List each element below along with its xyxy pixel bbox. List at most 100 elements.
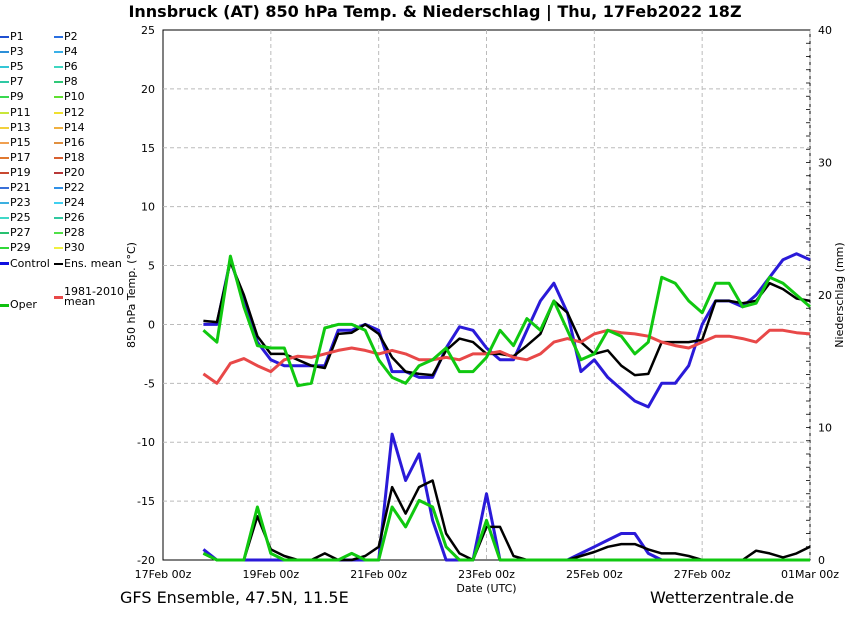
legend-item: Oper [0, 298, 37, 312]
legend-swatch [54, 96, 63, 99]
legend-swatch [0, 96, 9, 99]
y-axis-label: 850 hPa Temp. (°C) [125, 242, 138, 348]
legend-item: P14 [54, 121, 85, 135]
legend-swatch [54, 247, 63, 250]
legend-item: P15 [0, 136, 31, 150]
legend-label: P2 [64, 30, 78, 43]
legend-item: P7 [0, 75, 24, 89]
legend-label: P28 [64, 226, 85, 240]
legend-swatch [54, 66, 63, 69]
x-tick-label: 17Feb 00z [135, 568, 192, 581]
legend-swatch [0, 126, 9, 129]
chart-title: Innsbruck (AT) 850 hPa Temp. & Niedersch… [128, 2, 742, 21]
legend-swatch [0, 262, 9, 265]
legend-item: P4 [54, 45, 78, 59]
legend-swatch [0, 187, 9, 189]
y-tick-label: 0 [148, 318, 155, 331]
legend-swatch [0, 36, 9, 38]
legend-label: P3 [10, 45, 24, 59]
legend-label: P27 [10, 226, 31, 240]
legend-item: P25 [0, 211, 31, 225]
legend-label: P22 [64, 181, 85, 194]
y-tick-label: 5 [148, 260, 155, 273]
legend-item: P24 [54, 196, 85, 210]
legend-item: P16 [54, 136, 85, 150]
legend-item: Control [0, 257, 50, 271]
legend-label: P13 [10, 120, 31, 134]
legend-label: P29 [10, 241, 31, 255]
legend-item: P8 [54, 75, 78, 89]
legend-swatch [0, 303, 9, 307]
y2-tick-label: 30 [818, 157, 832, 170]
legend-swatch [54, 51, 63, 54]
legend-swatch [0, 202, 9, 205]
legend-item: Ens. mean [54, 257, 122, 271]
legend-label: P7 [10, 75, 24, 89]
legend-label: P15 [10, 135, 31, 149]
legend-swatch [54, 295, 63, 299]
legend-swatch [54, 202, 63, 205]
legend-swatch [54, 217, 63, 220]
legend-label: P25 [10, 211, 31, 225]
legend-item: P6 [54, 60, 78, 74]
x-tick-label: 01Mar 00z [781, 568, 839, 581]
legend-label: P14 [64, 120, 85, 134]
legend-label: P9 [10, 90, 24, 104]
legend-label: P8 [64, 75, 78, 89]
legend-swatch [0, 232, 9, 235]
y-tick-label: -20 [137, 554, 155, 567]
legend-label: P6 [64, 60, 78, 74]
temp-line-oper [202, 254, 811, 388]
legend-label: P4 [64, 45, 78, 59]
legend-label: P5 [10, 60, 24, 74]
y-tick-label: 25 [141, 24, 155, 37]
footer-site: Wetterzentrale.de [650, 588, 795, 607]
legend-label: P10 [64, 90, 85, 104]
legend-item: P5 [0, 60, 24, 74]
legend-item: P12 [54, 106, 85, 120]
legend-swatch [0, 217, 9, 220]
x-tick-label: 21Feb 00z [350, 568, 407, 581]
legend-item: P3 [0, 45, 24, 59]
legend-item: P21 [0, 181, 31, 195]
legend-swatch [0, 171, 9, 174]
legend-label: P17 [10, 150, 31, 164]
temp-line-control [203, 252, 811, 409]
legend-swatch [54, 36, 63, 38]
legend-item: P20 [54, 166, 85, 180]
x-tick-label: 19Feb 00z [242, 568, 299, 581]
x-tick-label: 25Feb 00z [566, 568, 623, 581]
legend-item: P22 [54, 181, 85, 195]
legend-swatch [54, 111, 63, 114]
x-tick-label: 23Feb 00z [458, 568, 515, 581]
legend-label: P20 [64, 165, 85, 179]
y-tick-label: 20 [141, 83, 155, 96]
legend-swatch [54, 156, 63, 159]
y2-tick-label: 20 [818, 289, 832, 302]
y2-tick-label: 0 [818, 554, 825, 567]
legend-swatch [54, 187, 63, 189]
legend-label: P1 [10, 30, 24, 43]
legend-item: P23 [0, 196, 31, 210]
legend-swatch [0, 66, 9, 69]
legend-label: P24 [64, 196, 85, 210]
legend-swatch [54, 171, 63, 174]
legend-item: P2 [54, 30, 78, 44]
y-tick-label: -10 [137, 436, 155, 449]
legend-swatch [54, 126, 63, 129]
legend-item: P30 [54, 241, 85, 255]
legend-item: P28 [54, 226, 85, 240]
legend-label: Oper [10, 298, 37, 311]
legend-item: P27 [0, 226, 31, 240]
legend-item: P26 [54, 211, 85, 225]
legend-label: P16 [64, 135, 85, 149]
legend-item: P19 [0, 166, 31, 180]
y2-axis-label: Niederschlag (mm) [833, 242, 846, 347]
legend-swatch [0, 51, 9, 54]
legend-swatch [54, 81, 63, 84]
legend-item: P17 [0, 151, 31, 165]
legend-label: 1981-2010 mean [64, 285, 124, 308]
legend-item: P9 [0, 90, 24, 104]
x-tick-label: 27Feb 00z [674, 568, 731, 581]
legend-swatch [54, 232, 63, 235]
